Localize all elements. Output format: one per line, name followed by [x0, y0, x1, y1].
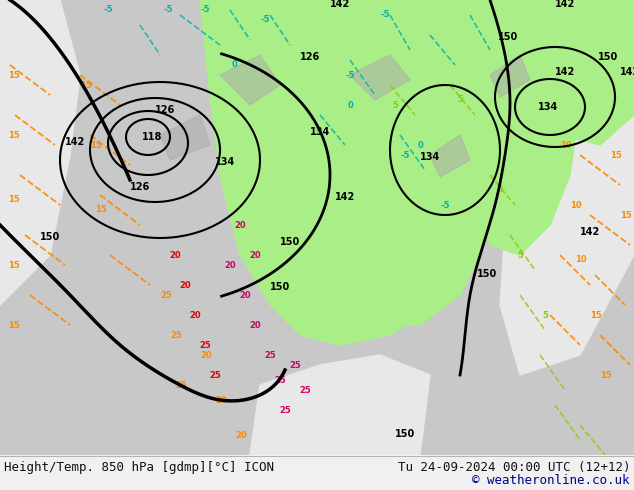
Text: 15: 15	[8, 261, 20, 270]
Text: 5: 5	[542, 311, 548, 319]
Polygon shape	[200, 0, 540, 345]
Text: 5: 5	[497, 186, 503, 195]
Text: -5: -5	[380, 10, 390, 20]
Text: 20: 20	[179, 280, 191, 290]
Polygon shape	[490, 55, 530, 97]
Text: 5: 5	[392, 100, 398, 109]
Text: -5: -5	[103, 5, 113, 15]
Polygon shape	[420, 0, 580, 255]
Polygon shape	[490, 0, 634, 145]
Polygon shape	[220, 55, 280, 105]
Text: 10: 10	[560, 141, 572, 149]
Text: 150: 150	[498, 32, 518, 42]
Polygon shape	[500, 0, 634, 375]
Text: Tu 24-09-2024 00:00 UTC (12+12): Tu 24-09-2024 00:00 UTC (12+12)	[398, 461, 630, 474]
Text: 25: 25	[160, 291, 172, 299]
Text: 20: 20	[215, 395, 226, 405]
Text: 126: 126	[155, 105, 175, 115]
Text: 20: 20	[239, 291, 251, 299]
Text: 25: 25	[170, 330, 182, 340]
Text: 5: 5	[517, 250, 523, 260]
Text: -5: -5	[200, 5, 210, 15]
Text: -5: -5	[346, 71, 355, 79]
Text: -5: -5	[163, 5, 172, 15]
Text: 20: 20	[169, 250, 181, 260]
Text: 25: 25	[199, 341, 211, 349]
Text: 15: 15	[610, 150, 622, 160]
Text: 142: 142	[65, 137, 85, 147]
Text: 25: 25	[289, 361, 301, 369]
Text: -5: -5	[260, 16, 269, 24]
Text: 25: 25	[274, 375, 286, 385]
Text: 134: 134	[215, 157, 235, 167]
Text: 150: 150	[477, 269, 497, 279]
Text: 150: 150	[280, 237, 301, 247]
Polygon shape	[250, 355, 430, 455]
Text: 5: 5	[457, 96, 463, 104]
Text: 25: 25	[279, 406, 291, 415]
Text: © weatheronline.co.uk: © weatheronline.co.uk	[472, 474, 630, 487]
Text: 150: 150	[395, 429, 415, 439]
Text: 118: 118	[142, 132, 162, 142]
Text: 15: 15	[8, 130, 20, 140]
Text: 150: 150	[598, 52, 618, 62]
Text: 15: 15	[8, 320, 20, 329]
Text: 20: 20	[234, 220, 246, 229]
Polygon shape	[350, 55, 410, 100]
Text: 142: 142	[620, 67, 634, 77]
Text: 20: 20	[249, 320, 261, 329]
Text: 150: 150	[40, 232, 60, 242]
Text: 10: 10	[575, 255, 586, 265]
Text: 20: 20	[200, 350, 212, 360]
Text: 0: 0	[347, 100, 353, 109]
Text: 15: 15	[80, 80, 92, 90]
Text: 20: 20	[235, 431, 247, 440]
Text: 142: 142	[580, 227, 600, 237]
Polygon shape	[0, 0, 634, 455]
Text: -5: -5	[440, 200, 450, 210]
Text: 142: 142	[335, 192, 355, 202]
Text: 126: 126	[300, 52, 320, 62]
Text: -5: -5	[400, 150, 410, 160]
Text: 15: 15	[620, 211, 631, 220]
Text: 15: 15	[590, 311, 602, 319]
Text: 15: 15	[8, 196, 20, 204]
Text: 126: 126	[130, 182, 150, 192]
Text: 0: 0	[417, 141, 423, 149]
Text: 10: 10	[570, 200, 581, 210]
Text: 20: 20	[249, 250, 261, 260]
Text: 142: 142	[555, 67, 575, 77]
Text: 15: 15	[600, 370, 612, 379]
Text: 25: 25	[209, 370, 221, 379]
Text: 0: 0	[232, 60, 238, 70]
Text: 20: 20	[224, 261, 236, 270]
Text: 25: 25	[299, 386, 311, 394]
Text: Height/Temp. 850 hPa [gdmp][°C] ICON: Height/Temp. 850 hPa [gdmp][°C] ICON	[4, 461, 274, 474]
Polygon shape	[160, 115, 210, 160]
Text: 15: 15	[8, 71, 20, 79]
Text: 134: 134	[538, 102, 558, 112]
Text: 142: 142	[330, 0, 350, 9]
Text: 150: 150	[270, 282, 290, 292]
Text: 20: 20	[189, 311, 201, 319]
Text: 25: 25	[175, 381, 187, 390]
Polygon shape	[430, 135, 470, 177]
Text: 25: 25	[264, 350, 276, 360]
Text: 142: 142	[555, 0, 575, 9]
Text: 15: 15	[90, 141, 101, 149]
Polygon shape	[295, 175, 480, 325]
Text: 15: 15	[95, 205, 107, 215]
Polygon shape	[0, 0, 80, 305]
Text: 134: 134	[310, 127, 330, 137]
Text: 134: 134	[420, 152, 440, 162]
